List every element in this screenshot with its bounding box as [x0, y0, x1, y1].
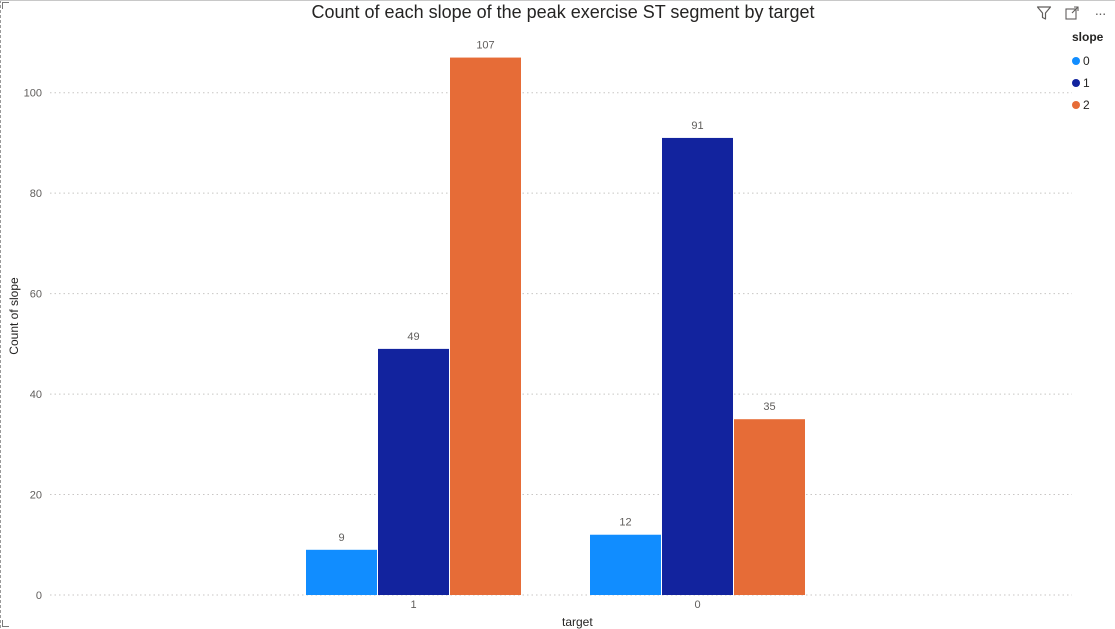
data-label: 35: [763, 401, 775, 413]
legend-item-2[interactable]: 2: [1072, 94, 1103, 116]
y-tick-label: 80: [30, 188, 42, 200]
bar-target-0-slope-0[interactable]: [590, 534, 661, 595]
x-tick-label: 0: [694, 599, 700, 611]
bar-target-1-slope-0[interactable]: [306, 549, 377, 595]
y-tick-label: 60: [30, 289, 42, 301]
data-label: 107: [476, 40, 494, 52]
chart-title: Count of each slope of the peak exercise…: [311, 2, 815, 22]
y-tick-label: 100: [24, 88, 42, 100]
legend-item-0[interactable]: 0: [1072, 50, 1103, 72]
legend-marker-2: [1072, 101, 1080, 109]
data-labels: 9 49 107 12 91 35: [338, 40, 775, 544]
data-label: 91: [691, 120, 703, 132]
filter-icon[interactable]: [1035, 4, 1053, 22]
bar-target-1-slope-1[interactable]: [378, 348, 449, 595]
y-tick-label: 0: [36, 590, 42, 602]
legend-label-0: 0: [1083, 54, 1090, 68]
resize-handle-bottom-left[interactable]: [2, 620, 9, 627]
visual-border: [0, 0, 1, 628]
visual-top-border: [0, 0, 1115, 1]
legend-marker-1: [1072, 79, 1080, 87]
x-axis-title: target: [562, 615, 593, 629]
legend-marker-0: [1072, 57, 1080, 65]
y-tick-label: 20: [30, 490, 42, 502]
resize-handle-top-left[interactable]: [2, 2, 9, 9]
focus-mode-icon[interactable]: [1063, 4, 1081, 22]
bar-target-0-slope-2[interactable]: [734, 419, 805, 595]
y-tick-label: 40: [30, 389, 42, 401]
more-options-icon[interactable]: ···: [1091, 4, 1109, 22]
x-tick-label: 1: [410, 599, 416, 611]
legend-title: slope: [1072, 30, 1104, 44]
legend-label-2: 2: [1083, 98, 1090, 112]
more-options-glyph: ···: [1094, 5, 1107, 21]
bar-target-0-slope-1[interactable]: [662, 137, 733, 595]
data-label: 12: [619, 517, 631, 529]
data-label: 9: [338, 532, 344, 544]
visual-header-toolbar: ···: [1035, 4, 1109, 22]
bars: [306, 57, 805, 596]
data-label: 49: [407, 331, 419, 343]
gridlines: [50, 92, 1072, 596]
legend-item-1[interactable]: 1: [1072, 72, 1103, 94]
legend-label-1: 1: [1083, 76, 1090, 90]
legend: slope 0 1 2: [1072, 30, 1103, 116]
bar-target-1-slope-2[interactable]: [450, 57, 521, 596]
y-axis-ticks: 0 20 40 60 80 100: [24, 88, 42, 602]
